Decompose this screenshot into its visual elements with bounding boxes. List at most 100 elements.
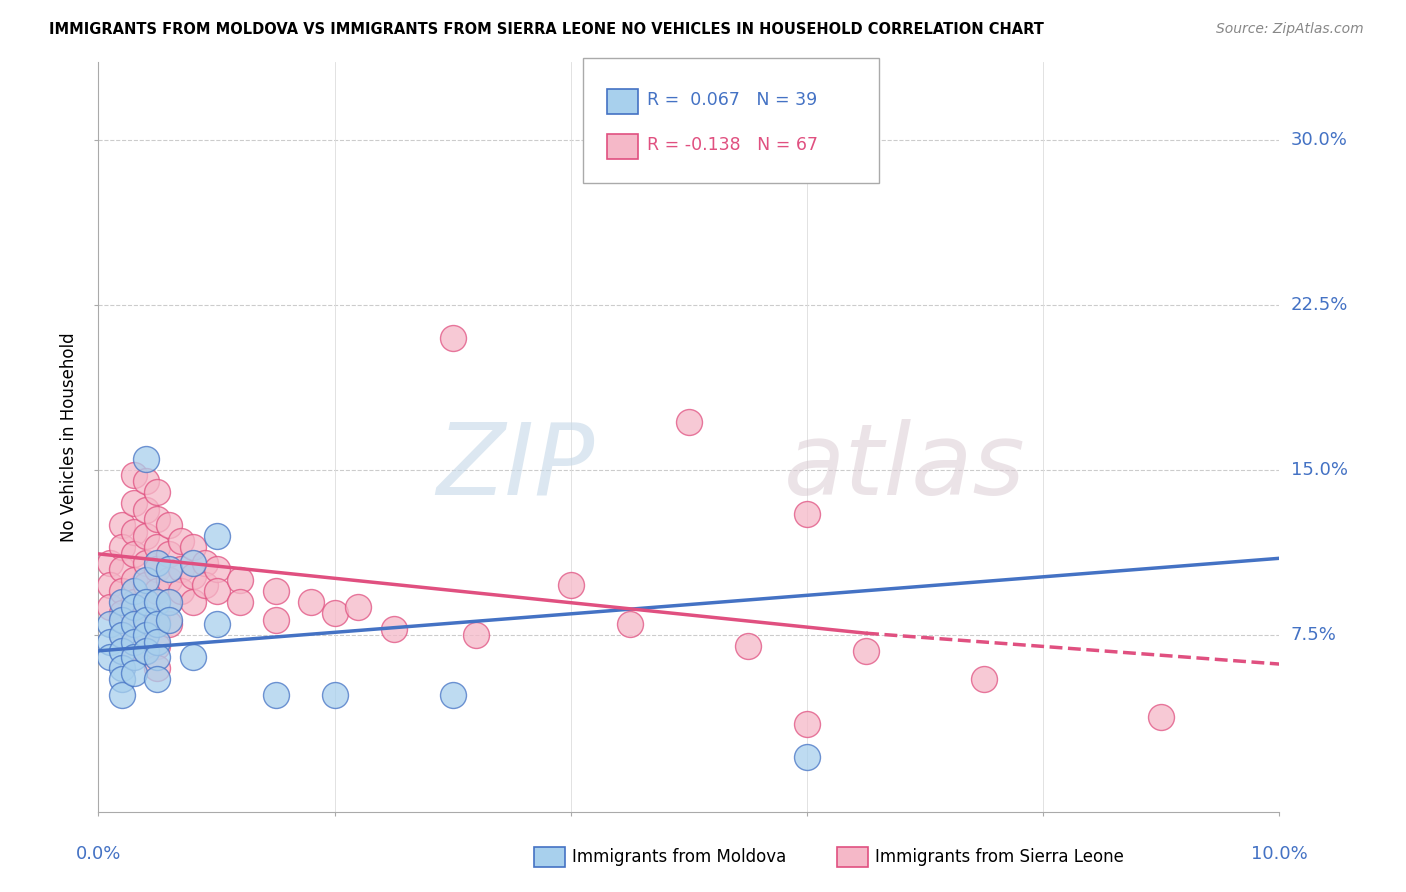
Point — [135, 613, 157, 627]
Point — [122, 467, 145, 482]
Point — [146, 595, 169, 609]
Text: IMMIGRANTS FROM MOLDOVA VS IMMIGRANTS FROM SIERRA LEONE NO VEHICLES IN HOUSEHOLD: IMMIGRANTS FROM MOLDOVA VS IMMIGRANTS FR… — [49, 22, 1045, 37]
Point — [157, 518, 180, 533]
Point — [122, 635, 145, 649]
Point — [181, 569, 204, 583]
Point — [135, 595, 157, 609]
Point — [229, 595, 252, 609]
Point — [135, 574, 157, 588]
Point — [796, 716, 818, 731]
Point — [299, 595, 322, 609]
Point — [135, 529, 157, 543]
Point — [122, 617, 145, 632]
Point — [619, 617, 641, 632]
Text: R = -0.138   N = 67: R = -0.138 N = 67 — [647, 136, 818, 153]
Point — [111, 607, 134, 621]
Point — [205, 617, 228, 632]
Point — [111, 628, 134, 642]
Point — [135, 622, 157, 636]
Text: 15.0%: 15.0% — [1291, 461, 1347, 479]
Point — [441, 331, 464, 345]
Point — [181, 541, 204, 555]
Point — [465, 628, 488, 642]
Text: Immigrants from Moldova: Immigrants from Moldova — [572, 848, 786, 866]
Point — [122, 524, 145, 539]
Text: Immigrants from Sierra Leone: Immigrants from Sierra Leone — [875, 848, 1123, 866]
Point — [98, 617, 121, 632]
Point — [98, 635, 121, 649]
Point — [157, 617, 180, 632]
Point — [323, 607, 346, 621]
Point — [205, 584, 228, 599]
Point — [111, 613, 134, 627]
Point — [111, 562, 134, 576]
Point — [122, 547, 145, 561]
Point — [111, 518, 134, 533]
Point — [146, 541, 169, 555]
Point — [111, 595, 134, 609]
Point — [796, 507, 818, 521]
Point — [157, 613, 180, 627]
Point — [146, 635, 169, 649]
Point — [122, 584, 145, 599]
Point — [796, 749, 818, 764]
Point — [111, 661, 134, 675]
Point — [146, 650, 169, 665]
Point — [135, 503, 157, 517]
Point — [560, 578, 582, 592]
Point — [170, 562, 193, 576]
Point — [111, 628, 134, 642]
Point — [122, 599, 145, 614]
Point — [170, 584, 193, 599]
Point — [135, 628, 157, 642]
Point — [135, 556, 157, 570]
Point — [111, 644, 134, 658]
Point — [122, 496, 145, 510]
Point — [973, 673, 995, 687]
Point — [122, 595, 145, 609]
Point — [170, 533, 193, 548]
Point — [146, 617, 169, 632]
Point — [157, 595, 180, 609]
Point — [122, 617, 145, 632]
Text: 10.0%: 10.0% — [1251, 845, 1308, 863]
Text: 7.5%: 7.5% — [1291, 626, 1337, 644]
Y-axis label: No Vehicles in Household: No Vehicles in Household — [60, 332, 79, 542]
Text: ZIP: ZIP — [436, 418, 595, 516]
Point — [157, 574, 180, 588]
Point — [264, 584, 287, 599]
Point — [122, 640, 145, 654]
Point — [122, 665, 145, 680]
Point — [111, 688, 134, 702]
Point — [98, 556, 121, 570]
Point — [737, 640, 759, 654]
Point — [382, 622, 405, 636]
Point — [122, 574, 145, 588]
Point — [98, 578, 121, 592]
Point — [146, 562, 169, 576]
Point — [146, 511, 169, 525]
Point — [98, 599, 121, 614]
Point — [146, 556, 169, 570]
Point — [135, 452, 157, 467]
Point — [194, 556, 217, 570]
Text: 22.5%: 22.5% — [1291, 296, 1348, 314]
Text: atlas: atlas — [783, 418, 1025, 516]
Point — [135, 599, 157, 614]
Text: 0.0%: 0.0% — [76, 845, 121, 863]
Text: R =  0.067   N = 39: R = 0.067 N = 39 — [647, 91, 817, 109]
Point — [146, 584, 169, 599]
Point — [111, 673, 134, 687]
Point — [146, 661, 169, 675]
Point — [135, 644, 157, 658]
Point — [678, 415, 700, 429]
Point — [323, 688, 346, 702]
Point — [98, 650, 121, 665]
Point — [264, 613, 287, 627]
Point — [194, 578, 217, 592]
Point — [441, 688, 464, 702]
Point — [146, 640, 169, 654]
Point — [157, 562, 180, 576]
Text: Source: ZipAtlas.com: Source: ZipAtlas.com — [1216, 22, 1364, 37]
Point — [347, 599, 370, 614]
